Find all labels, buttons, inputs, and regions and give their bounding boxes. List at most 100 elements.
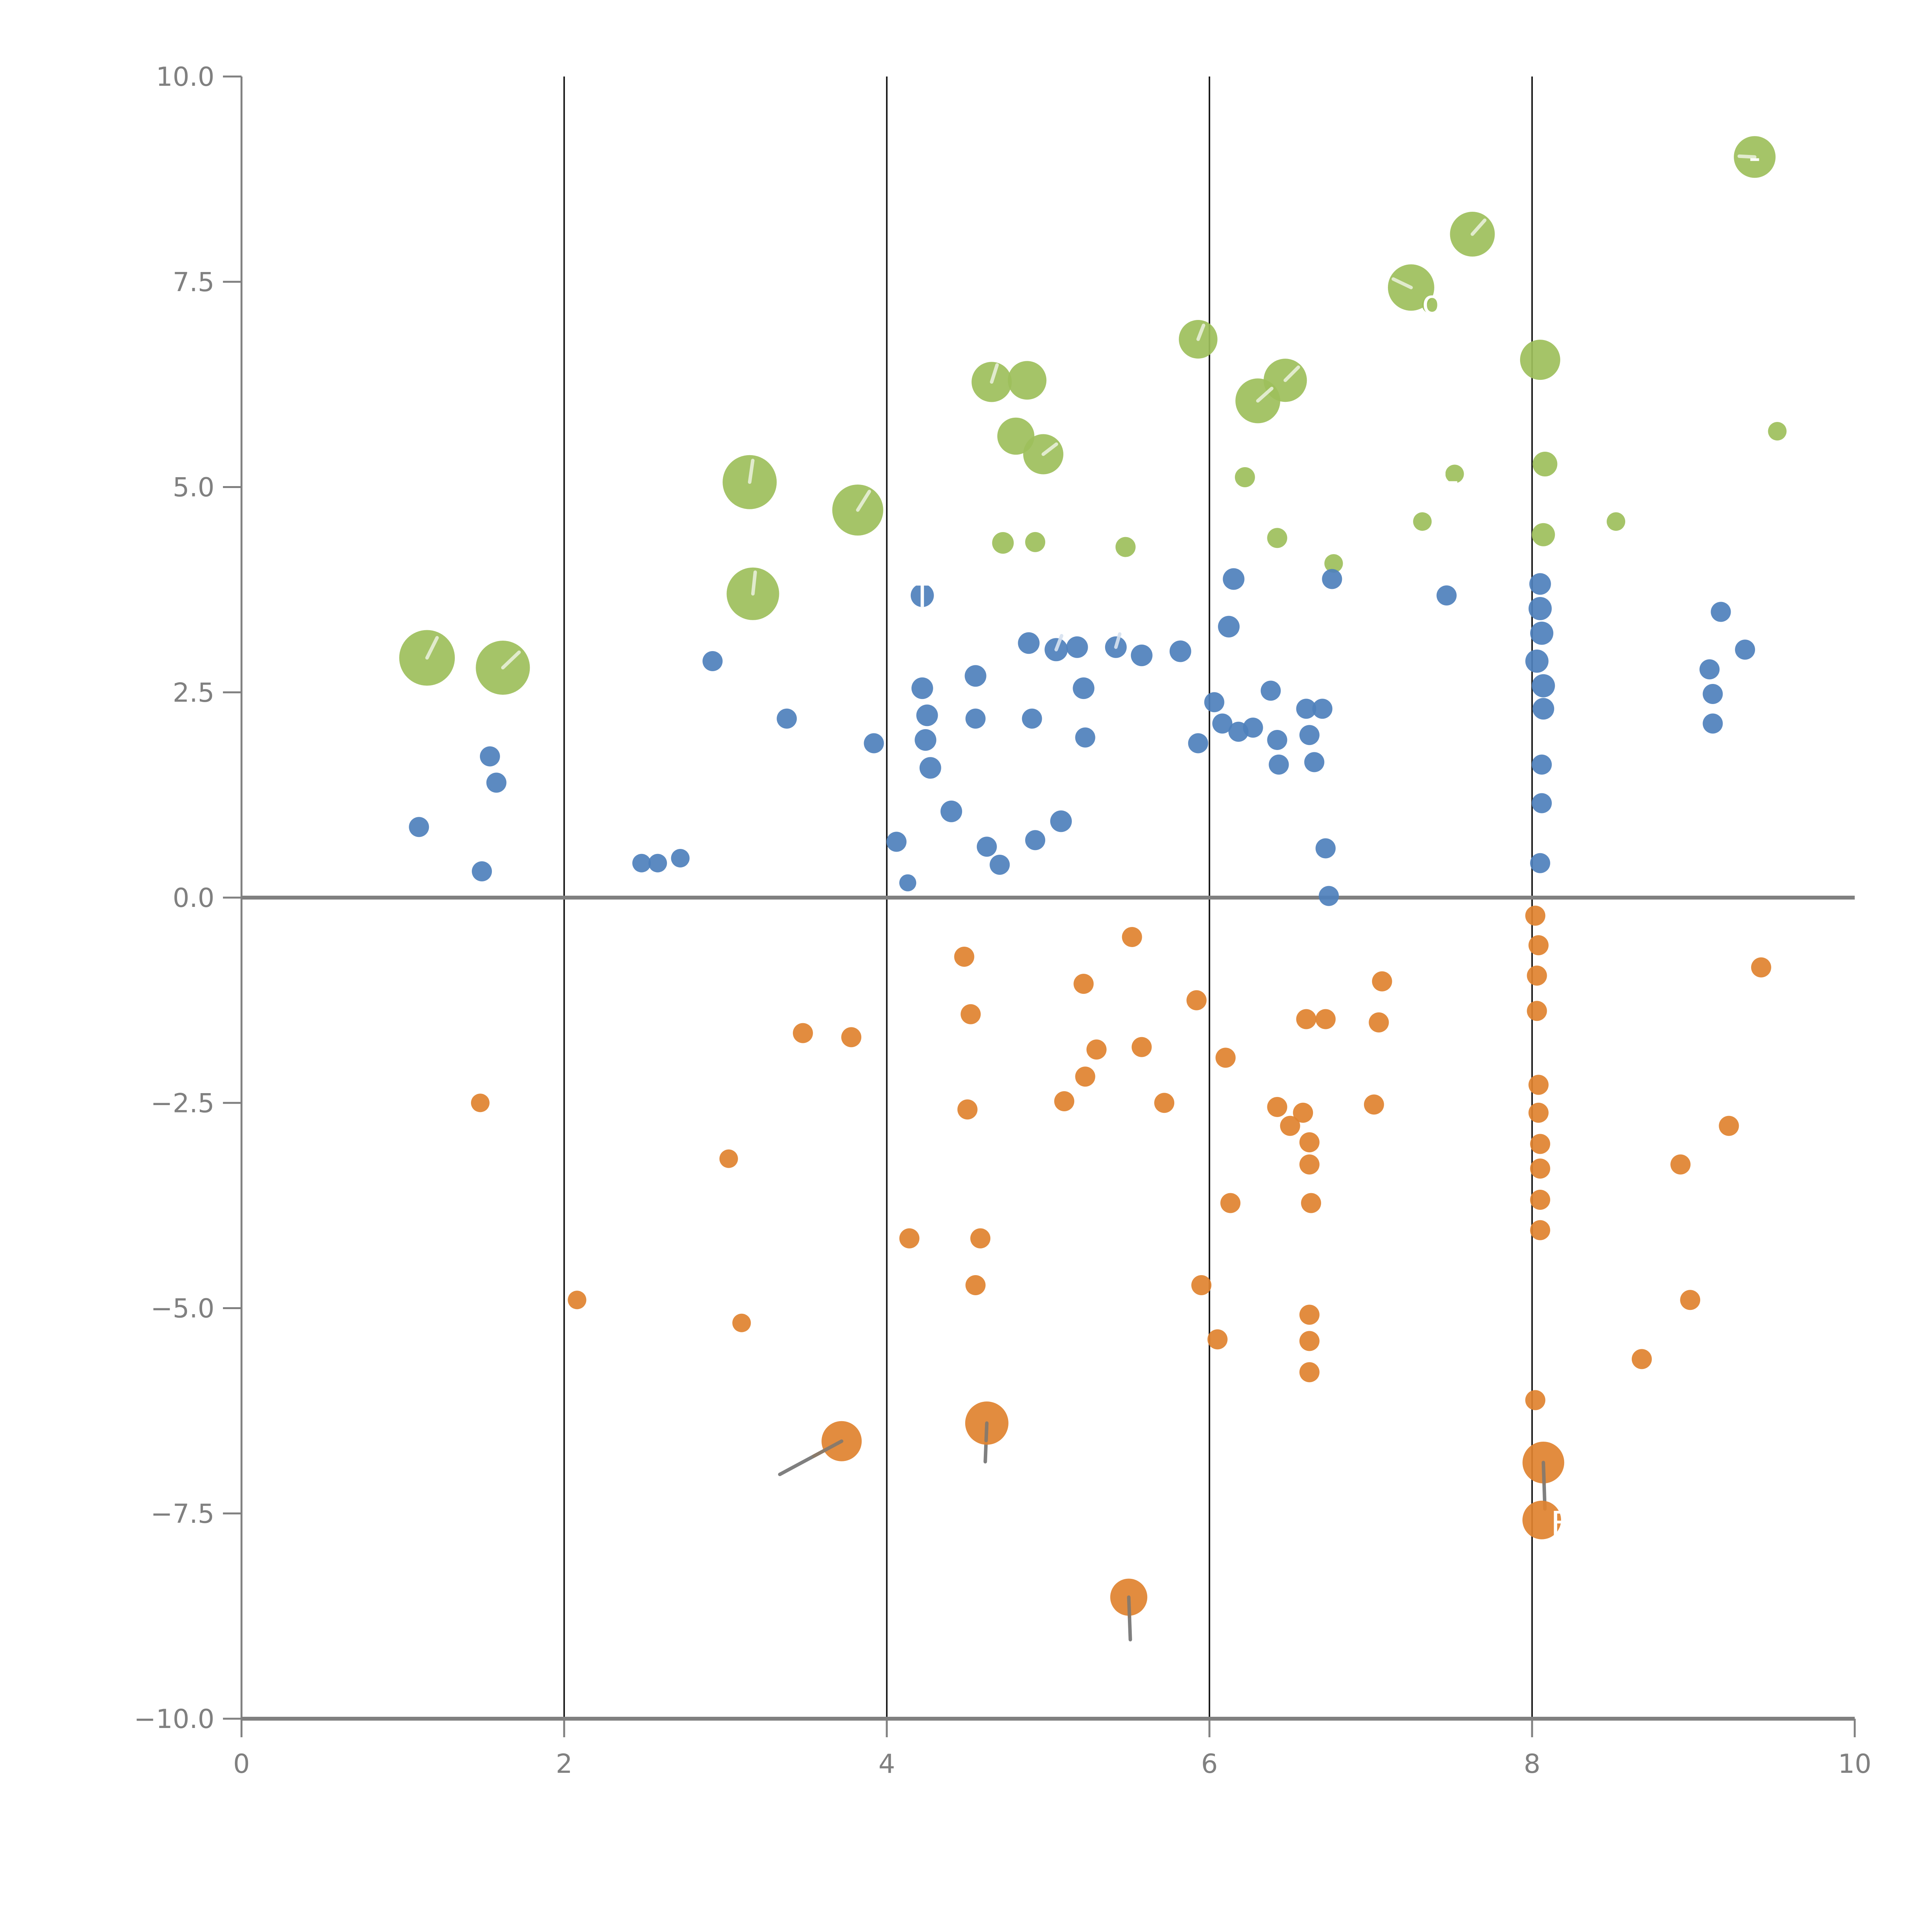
data-point-blue[interactable]: [1702, 684, 1723, 704]
data-point-orange[interactable]: [1525, 905, 1546, 926]
data-point-blue[interactable]: [1018, 632, 1040, 654]
data-point-blue[interactable]: [1525, 650, 1549, 673]
data-point-orange[interactable]: [899, 1228, 920, 1248]
data-point-green[interactable]: [1520, 340, 1560, 380]
data-point-orange[interactable]: [1369, 1012, 1389, 1032]
data-point-blue[interactable]: [1188, 733, 1208, 753]
data-point-blue[interactable]: [916, 704, 938, 726]
data-point-orange[interactable]: [1073, 974, 1094, 994]
data-point-orange[interactable]: [1075, 1066, 1095, 1087]
data-point-blue[interactable]: [1296, 699, 1316, 719]
data-point-orange[interactable]: [1154, 1093, 1175, 1113]
data-point-green[interactable]: [1532, 523, 1555, 546]
data-point-orange[interactable]: [1522, 1500, 1561, 1539]
data-point-blue[interactable]: [919, 757, 941, 779]
series-blue-points[interactable]: [409, 568, 1755, 906]
data-point-blue[interactable]: [1025, 830, 1046, 850]
data-point-blue[interactable]: [940, 800, 962, 822]
data-point-orange[interactable]: [1528, 935, 1549, 956]
data-point-orange[interactable]: [1131, 1037, 1152, 1057]
data-point-blue[interactable]: [1532, 754, 1552, 775]
data-point-green[interactable]: [1115, 537, 1136, 557]
data-point-blue[interactable]: [648, 854, 667, 872]
data-point-green[interactable]: [997, 417, 1034, 455]
data-point-blue[interactable]: [1269, 754, 1289, 775]
data-point-orange[interactable]: [1296, 1009, 1316, 1029]
data-point-blue[interactable]: [1532, 698, 1554, 720]
data-point-blue[interactable]: [1131, 645, 1153, 667]
data-point-blue[interactable]: [1073, 677, 1095, 699]
data-point-orange[interactable]: [1680, 1290, 1701, 1310]
data-point-blue[interactable]: [1260, 680, 1281, 701]
data-point-orange[interactable]: [1527, 965, 1547, 986]
data-point-orange[interactable]: [732, 1313, 751, 1332]
data-point-green[interactable]: [1445, 464, 1464, 483]
data-point-green[interactable]: [1008, 361, 1047, 400]
data-point-orange[interactable]: [1220, 1193, 1241, 1213]
data-point-orange[interactable]: [1315, 1009, 1336, 1029]
data-point-orange[interactable]: [1299, 1304, 1320, 1325]
series-green-points[interactable]: [399, 136, 1787, 695]
data-point-orange[interactable]: [1267, 1097, 1287, 1117]
data-point-orange[interactable]: [1530, 1134, 1550, 1154]
data-point-orange[interactable]: [1299, 1331, 1320, 1351]
data-point-blue[interactable]: [1299, 725, 1320, 745]
data-point-blue[interactable]: [1530, 621, 1554, 645]
data-point-blue[interactable]: [777, 708, 797, 729]
data-point-green[interactable]: [1422, 296, 1439, 313]
data-point-orange[interactable]: [1530, 1158, 1550, 1179]
data-point-orange[interactable]: [1207, 1329, 1228, 1350]
data-point-orange[interactable]: [1528, 1102, 1549, 1123]
data-point-orange[interactable]: [1186, 990, 1207, 1010]
data-point-blue[interactable]: [886, 832, 907, 852]
data-point-blue[interactable]: [1315, 838, 1336, 859]
data-point-blue[interactable]: [1066, 636, 1088, 658]
data-point-blue[interactable]: [486, 772, 507, 793]
data-point-blue[interactable]: [976, 837, 997, 857]
data-point-orange[interactable]: [954, 947, 975, 967]
data-point-blue[interactable]: [990, 855, 1010, 875]
data-point-orange[interactable]: [1299, 1154, 1320, 1175]
data-point-blue[interactable]: [965, 708, 986, 729]
data-point-blue[interactable]: [1304, 752, 1325, 772]
data-point-orange[interactable]: [1122, 927, 1142, 947]
data-point-green[interactable]: [1025, 532, 1046, 552]
data-point-blue[interactable]: [1243, 718, 1263, 738]
data-point-orange[interactable]: [957, 1099, 978, 1120]
data-point-blue[interactable]: [1530, 853, 1550, 873]
series-orange-points[interactable]: [471, 905, 1771, 1618]
data-point-blue[interactable]: [1223, 568, 1245, 590]
data-point-blue[interactable]: [964, 665, 986, 687]
data-point-blue[interactable]: [1322, 569, 1342, 589]
data-point-blue[interactable]: [702, 651, 723, 671]
data-point-blue[interactable]: [1702, 713, 1723, 734]
data-point-blue[interactable]: [1528, 597, 1552, 620]
data-point-orange[interactable]: [1530, 1220, 1550, 1240]
data-point-orange[interactable]: [1364, 1094, 1384, 1115]
data-point-blue[interactable]: [899, 874, 917, 891]
data-point-blue[interactable]: [472, 861, 492, 881]
data-point-green[interactable]: [1324, 554, 1343, 573]
data-point-blue[interactable]: [1204, 692, 1225, 713]
data-point-green[interactable]: [1768, 422, 1787, 440]
data-point-green[interactable]: [1607, 512, 1626, 531]
data-point-orange[interactable]: [471, 1094, 490, 1112]
data-point-orange[interactable]: [1299, 1132, 1320, 1153]
data-point-blue[interactable]: [409, 817, 429, 837]
data-point-orange[interactable]: [841, 1027, 862, 1048]
data-point-blue[interactable]: [632, 854, 651, 872]
data-point-orange[interactable]: [1280, 1116, 1300, 1136]
data-point-green[interactable]: [992, 532, 1014, 554]
data-point-blue[interactable]: [1735, 639, 1755, 660]
data-point-orange[interactable]: [1527, 1001, 1547, 1021]
data-point-blue[interactable]: [1699, 659, 1720, 680]
data-point-orange[interactable]: [965, 1275, 986, 1295]
data-point-blue[interactable]: [1212, 713, 1233, 734]
data-point-blue[interactable]: [1318, 886, 1339, 906]
data-point-orange[interactable]: [1530, 1190, 1550, 1210]
data-point-blue[interactable]: [671, 849, 690, 867]
data-point-blue[interactable]: [1532, 793, 1552, 813]
data-point-blue[interactable]: [1075, 727, 1095, 748]
data-point-orange[interactable]: [1631, 1349, 1652, 1369]
data-point-orange[interactable]: [1719, 1116, 1739, 1136]
